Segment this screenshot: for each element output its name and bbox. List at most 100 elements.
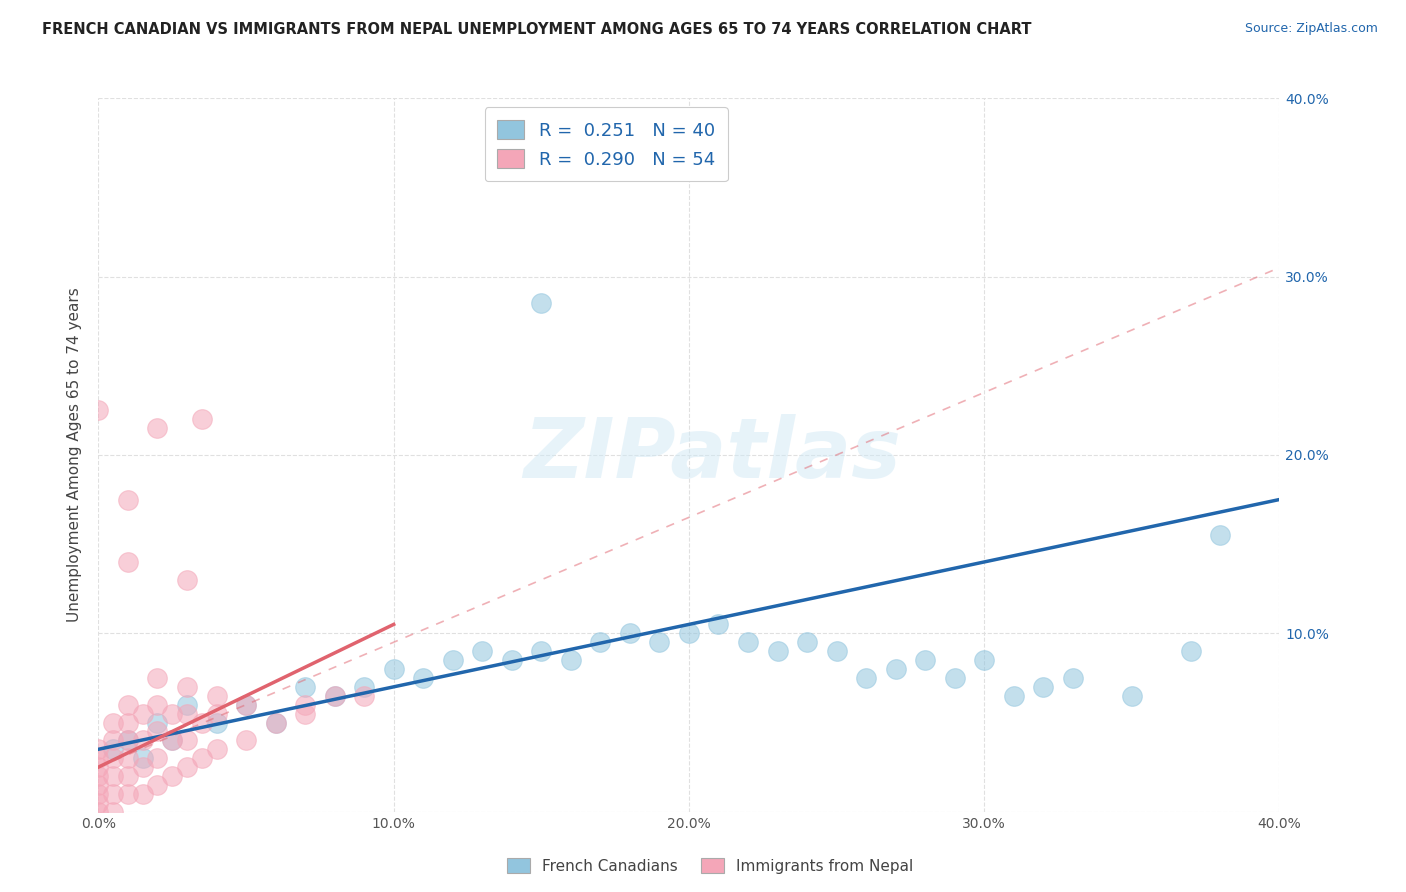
Point [1209,528,1232,542]
Point [560,653,582,667]
Point [1062,671,1084,685]
Point [855,671,877,685]
Point [737,635,759,649]
Point [235,698,257,712]
Point [205,715,228,730]
Point [146,751,169,765]
Point [353,689,375,703]
Point [117,769,139,783]
Point [205,689,228,703]
Point [176,680,198,694]
Point [191,715,214,730]
Point [471,644,494,658]
Point [117,698,139,712]
Point [146,715,169,730]
Point [87,778,110,792]
Point [191,751,214,765]
Point [1032,680,1054,694]
Point [589,635,612,649]
Point [117,715,139,730]
Point [294,706,316,721]
Y-axis label: Unemployment Among Ages 65 to 74 years: Unemployment Among Ages 65 to 74 years [67,287,83,623]
Point [205,742,228,756]
Point [707,617,730,632]
Point [884,662,907,676]
Point [117,787,139,801]
Point [87,769,110,783]
Text: Source: ZipAtlas.com: Source: ZipAtlas.com [1244,22,1378,36]
Point [87,742,110,756]
Point [1180,644,1202,658]
Point [117,555,139,569]
Text: FRENCH CANADIAN VS IMMIGRANTS FROM NEPAL UNEMPLOYMENT AMONG AGES 65 TO 74 YEARS : FRENCH CANADIAN VS IMMIGRANTS FROM NEPAL… [42,22,1032,37]
Point [530,644,553,658]
Point [264,715,287,730]
Point [825,644,848,658]
Point [117,492,139,507]
Point [235,733,257,747]
Point [103,769,125,783]
Legend: R =  0.251   N = 40, R =  0.290   N = 54: R = 0.251 N = 40, R = 0.290 N = 54 [485,107,728,181]
Point [146,671,169,685]
Point [530,296,553,310]
Point [117,733,139,747]
Point [619,626,641,640]
Point [103,751,125,765]
Point [103,805,125,819]
Point [973,653,995,667]
Point [87,751,110,765]
Point [103,787,125,801]
Point [132,787,155,801]
Point [146,724,169,739]
Point [1121,689,1143,703]
Point [146,421,169,435]
Legend: French Canadians, Immigrants from Nepal: French Canadians, Immigrants from Nepal [501,852,920,880]
Point [914,653,936,667]
Point [146,778,169,792]
Point [87,760,110,774]
Point [117,733,139,747]
Point [1002,689,1025,703]
Point [382,662,405,676]
Point [323,689,346,703]
Point [294,680,316,694]
Point [412,671,434,685]
Point [205,706,228,721]
Point [132,751,155,765]
Point [103,733,125,747]
Point [132,733,155,747]
Point [176,733,198,747]
Point [501,653,523,667]
Point [162,769,183,783]
Point [766,644,789,658]
Point [235,698,257,712]
Point [294,698,316,712]
Point [162,733,183,747]
Point [132,760,155,774]
Point [943,671,966,685]
Point [441,653,464,667]
Point [176,760,198,774]
Point [132,706,155,721]
Point [87,805,110,819]
Point [176,706,198,721]
Point [796,635,818,649]
Point [87,787,110,801]
Point [264,715,287,730]
Point [103,715,125,730]
Point [162,706,183,721]
Point [117,751,139,765]
Point [176,573,198,587]
Point [146,698,169,712]
Point [176,698,198,712]
Point [162,733,183,747]
Point [648,635,671,649]
Point [353,680,375,694]
Point [323,689,346,703]
Point [87,403,110,417]
Point [87,796,110,810]
Text: ZIPatlas: ZIPatlas [523,415,901,495]
Point [678,626,700,640]
Point [103,742,125,756]
Point [191,412,214,426]
